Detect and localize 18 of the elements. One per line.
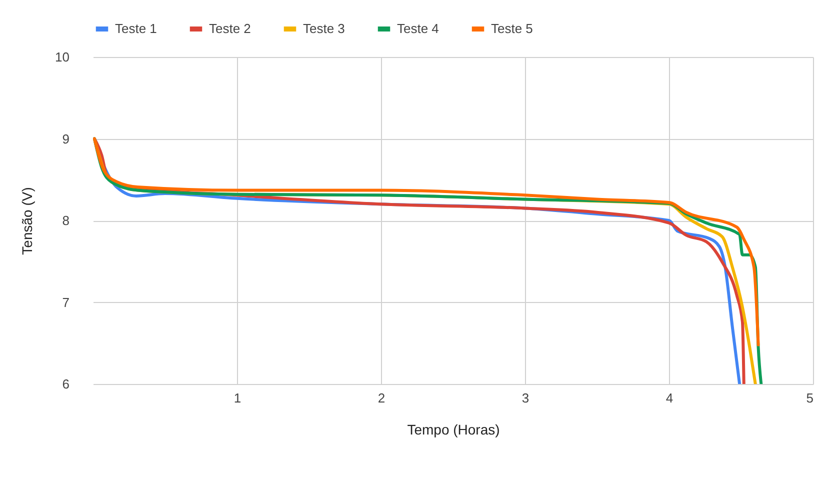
legend-label: Teste 2 xyxy=(209,21,251,36)
x-axis-title: Tempo (Horas) xyxy=(407,422,500,438)
y-axis-title: Tensão (V) xyxy=(19,187,36,255)
y-tick-label: 10 xyxy=(55,50,70,64)
legend-label: Teste 5 xyxy=(491,21,533,36)
x-tick-label: 5 xyxy=(806,390,814,406)
y-tick-label: 7 xyxy=(62,294,70,310)
legend-label: Teste 3 xyxy=(303,21,345,36)
x-tick-label: 4 xyxy=(666,390,674,406)
line-series xyxy=(93,137,760,346)
legend-label: Teste 1 xyxy=(115,21,157,36)
y-tick-label: 6 xyxy=(62,376,70,392)
y-tick-label: 9 xyxy=(62,131,70,146)
legend-label: Teste 4 xyxy=(397,21,439,36)
x-tick-label: 2 xyxy=(378,390,386,406)
x-tick-label: 3 xyxy=(522,390,530,406)
x-tick-label: 1 xyxy=(234,390,242,406)
y-tick-label: 8 xyxy=(62,213,70,228)
